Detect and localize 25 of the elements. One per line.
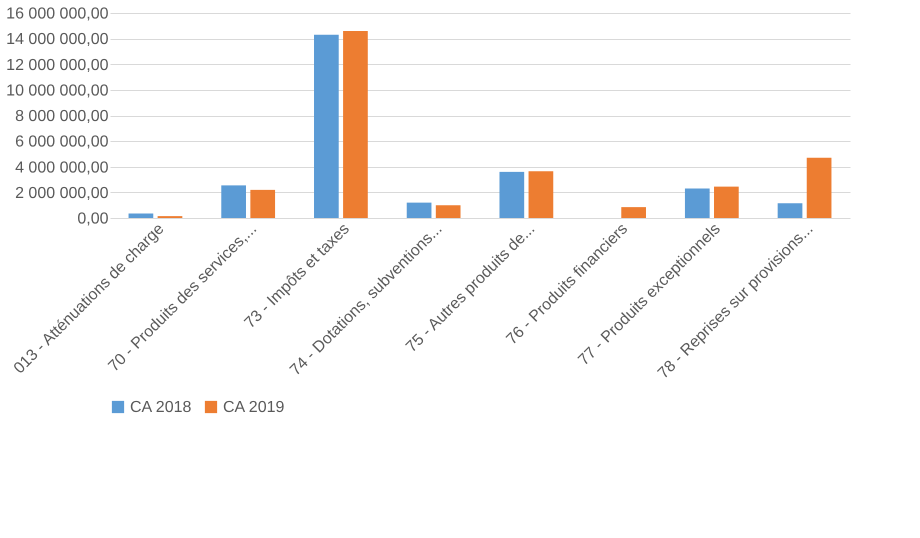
bar <box>128 214 154 218</box>
y-tick-label: 2 000 000,00 <box>15 184 109 202</box>
bar <box>406 202 432 218</box>
bar <box>314 34 339 218</box>
bar <box>250 190 276 218</box>
bar <box>528 171 554 218</box>
bar <box>684 188 710 218</box>
legend-label: CA 2018 <box>130 399 192 416</box>
y-tick-label: 12 000 000,00 <box>6 56 109 74</box>
bar <box>778 203 802 218</box>
bar <box>221 185 246 218</box>
bar <box>621 207 646 218</box>
y-tick-label: 16 000 000,00 <box>6 6 109 22</box>
y-tick-label: 0,00 <box>77 210 109 228</box>
bar <box>806 158 832 218</box>
y-tick-label: 10 000 000,00 <box>6 82 109 100</box>
y-tick-label: 8 000 000,00 <box>15 108 109 125</box>
bar <box>714 186 739 218</box>
y-tick-label: 4 000 000,00 <box>15 159 109 176</box>
bar <box>499 172 524 218</box>
legend-label: CA 2019 <box>223 399 284 416</box>
y-tick-label: 6 000 000,00 <box>15 134 109 151</box>
bar <box>436 205 461 218</box>
bar <box>343 30 368 218</box>
y-tick-label: 14 000 000,00 <box>6 31 109 48</box>
